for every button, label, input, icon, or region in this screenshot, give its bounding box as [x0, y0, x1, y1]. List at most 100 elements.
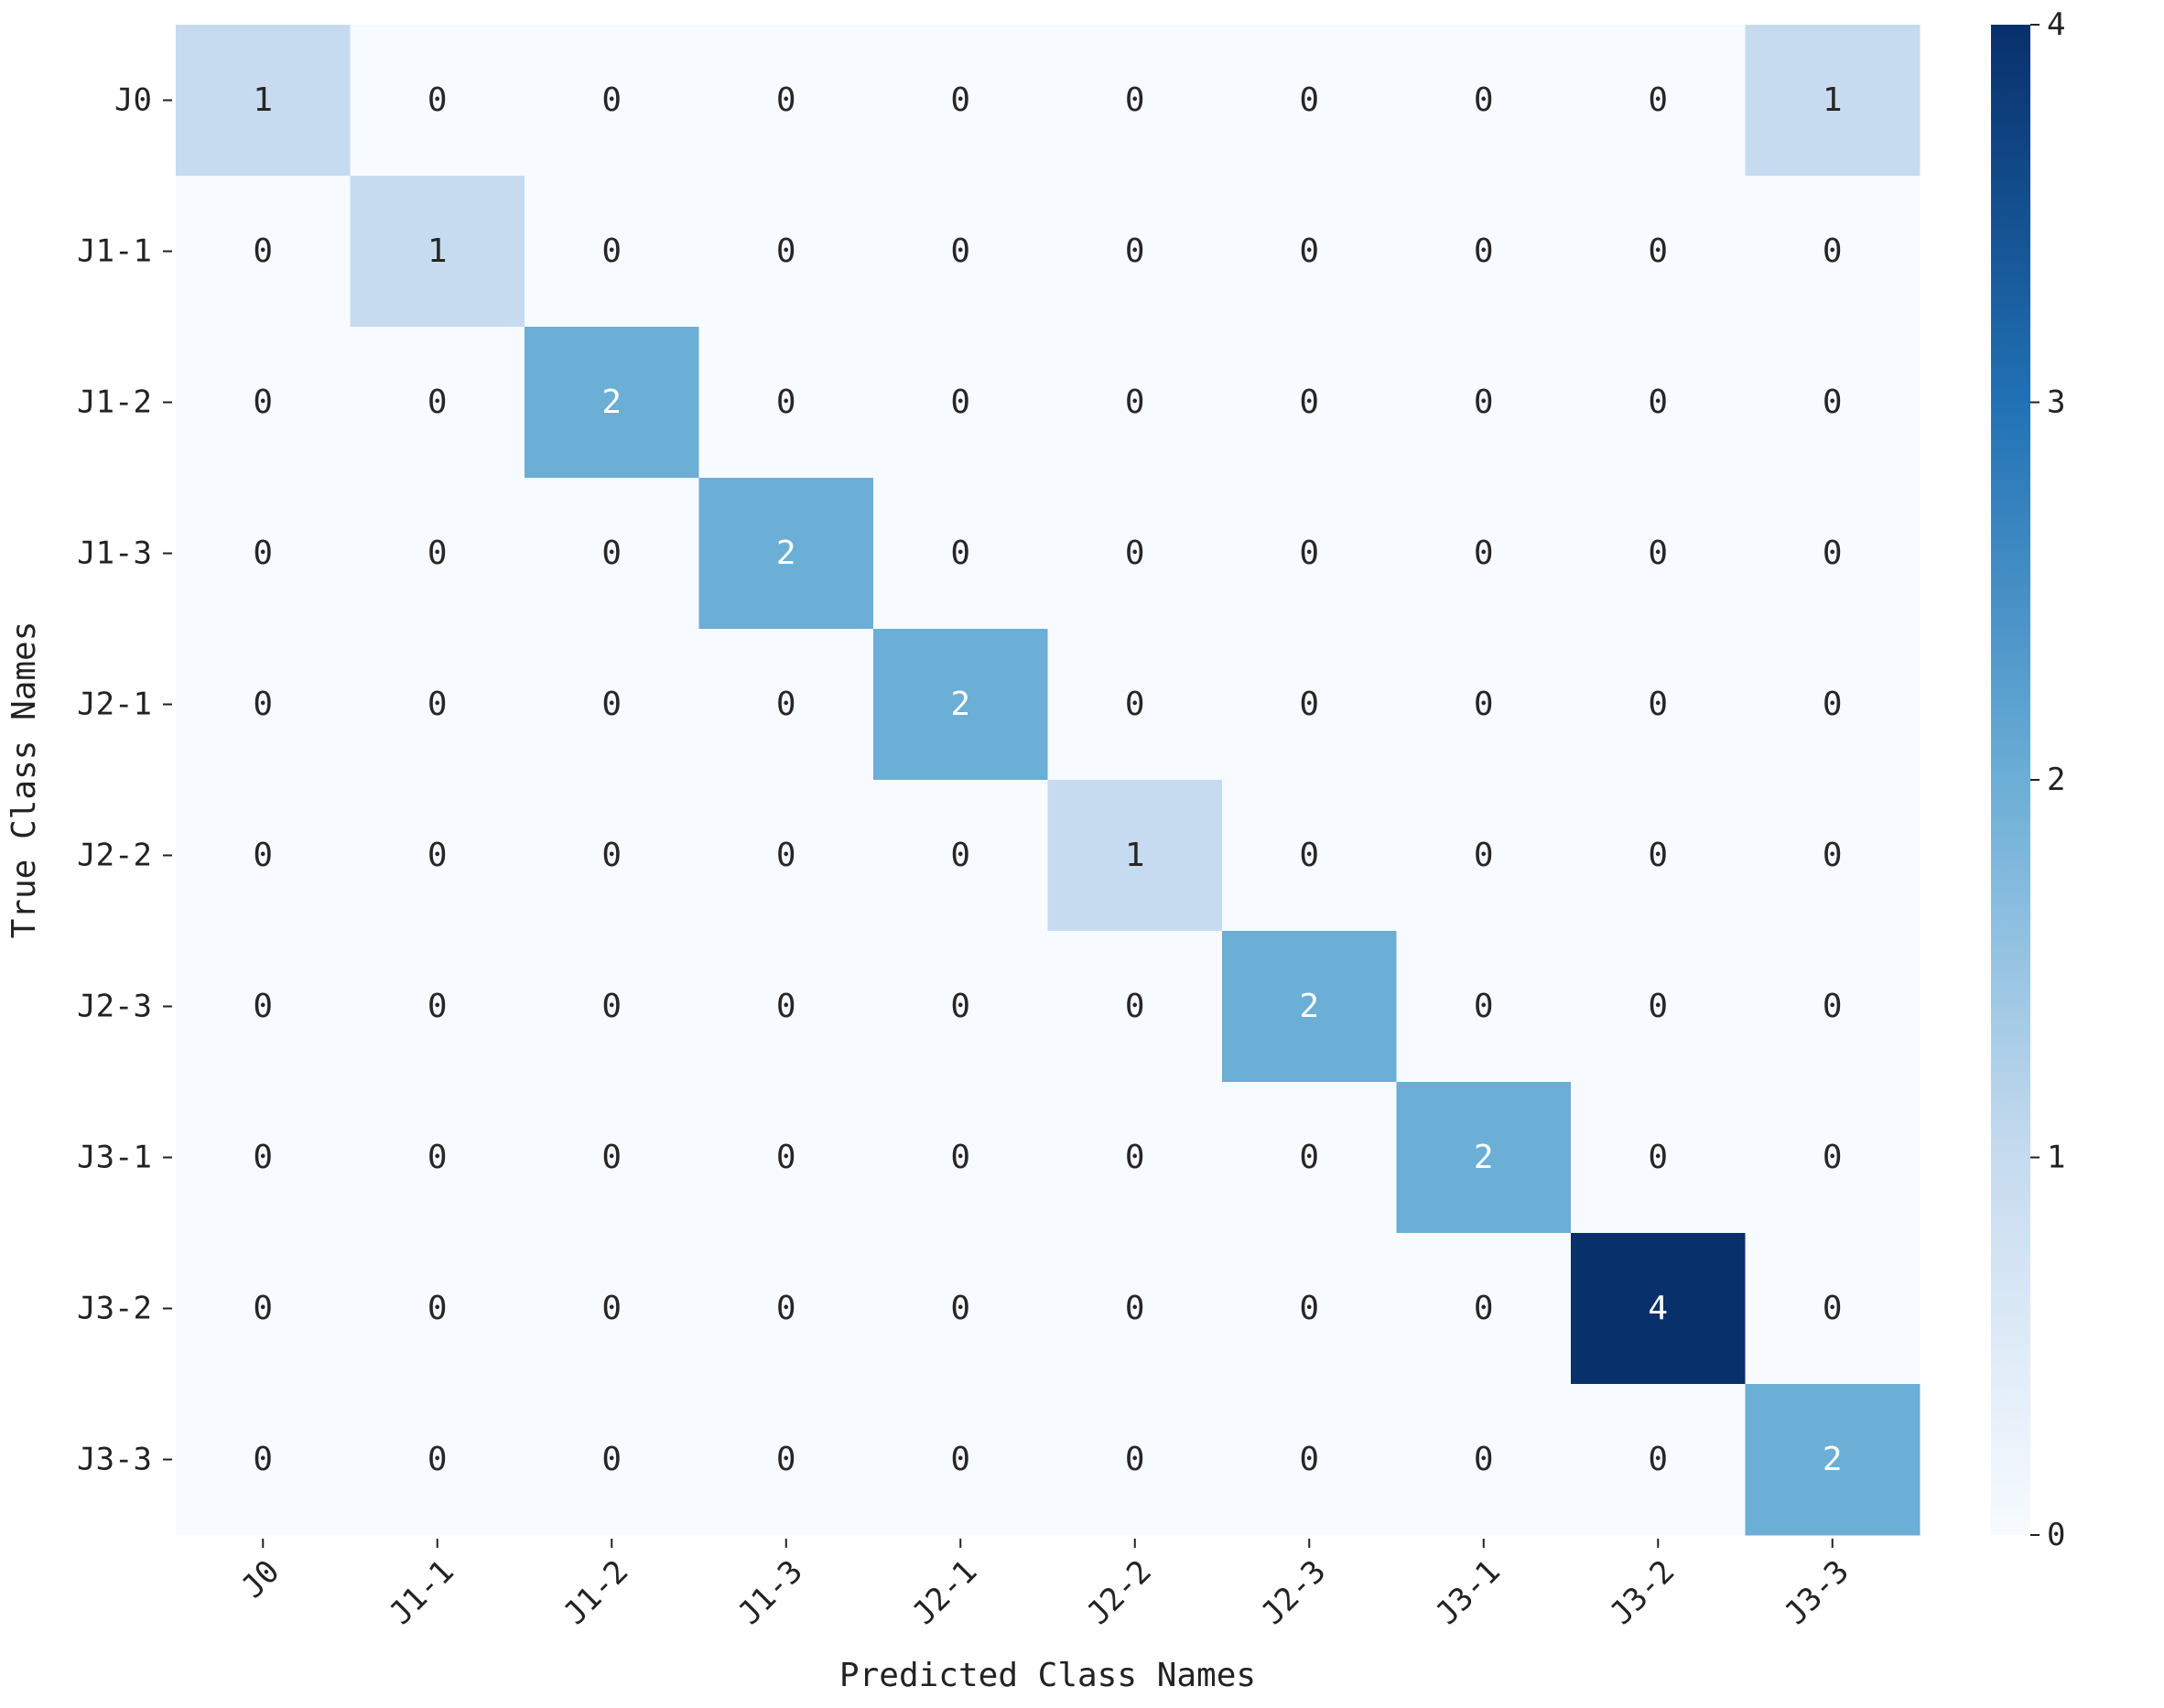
heatmap-cell	[1222, 780, 1397, 932]
heatmap-cell-value: 0	[601, 1441, 622, 1478]
heatmap-cell-value: 0	[1648, 1441, 1668, 1478]
y-tick-label: J1-2	[77, 384, 152, 421]
heatmap-cell	[350, 1384, 525, 1536]
heatmap-cell	[698, 931, 874, 1083]
heatmap-cell-value: 0	[1474, 1290, 1494, 1327]
heatmap-cell-value: 0	[427, 81, 448, 119]
heatmap-cell	[698, 1384, 874, 1536]
heatmap-cell	[1047, 327, 1223, 479]
heatmap-cell	[1396, 25, 1572, 177]
heatmap-cell	[873, 25, 1048, 177]
heatmap-cell-value: 1	[253, 81, 273, 119]
heatmap-cell	[176, 780, 351, 932]
heatmap-cell-value: 0	[1474, 837, 1494, 874]
heatmap-cell	[698, 780, 874, 932]
heatmap-cell-value: 0	[1648, 988, 1668, 1025]
heatmap-cell-value: 0	[253, 686, 273, 723]
x-tick-label: J3-3	[1778, 1553, 1856, 1632]
heatmap-cell-value: 1	[1125, 837, 1145, 874]
x-tick-label: J1-1	[383, 1553, 461, 1632]
heatmap-cell	[1396, 780, 1572, 932]
heatmap-cell	[1571, 478, 1746, 630]
heatmap-cell-value: 2	[950, 686, 970, 723]
heatmap-cell-value: 2	[601, 384, 622, 421]
heatmap-cell	[1047, 176, 1223, 328]
heatmap-cell-value: 0	[1823, 686, 1843, 723]
heatmap-cell	[1745, 1082, 1921, 1234]
heatmap-cell-value: 2	[1474, 1139, 1494, 1176]
heatmap-cell-value: 0	[1823, 535, 1843, 572]
heatmap-cell	[1222, 1233, 1397, 1385]
heatmap-cell	[350, 1082, 525, 1234]
heatmap-cell	[176, 176, 351, 328]
heatmap-cell	[1571, 1233, 1746, 1385]
heatmap-cell-value: 0	[1648, 1139, 1668, 1176]
heatmap-cell-value: 0	[1474, 988, 1494, 1025]
heatmap-cell	[873, 780, 1048, 932]
x-tick-label: J1-2	[557, 1553, 635, 1632]
heatmap-cell-value: 0	[776, 686, 796, 723]
heatmap-cell	[1222, 1082, 1397, 1234]
heatmap-cell-value: 0	[1299, 1290, 1319, 1327]
heatmap-cell	[525, 478, 699, 630]
heatmap-cell	[176, 478, 351, 630]
heatmap-cell	[1571, 25, 1746, 177]
heatmap-cell	[698, 176, 874, 328]
heatmap-cell	[350, 327, 525, 479]
heatmap-cell	[176, 1233, 351, 1385]
heatmap-cell	[525, 176, 699, 328]
heatmap-cell	[1745, 25, 1921, 177]
heatmap-cell-value: 2	[1299, 988, 1319, 1025]
y-tick-label: J3-1	[77, 1140, 152, 1176]
y-tick-label: J2-2	[77, 838, 152, 874]
heatmap-cell	[698, 478, 874, 630]
x-tick-label: J3-1	[1429, 1553, 1508, 1632]
x-tick-label: J2-2	[1080, 1553, 1159, 1632]
heatmap-cell-value: 0	[253, 837, 273, 874]
heatmap-cell	[873, 931, 1048, 1083]
heatmap-cell-value: 0	[1823, 837, 1843, 874]
heatmap-cell	[176, 931, 351, 1083]
heatmap-cell	[1047, 1233, 1223, 1385]
heatmap-cell	[1396, 176, 1572, 328]
heatmap-cell-value: 0	[950, 81, 970, 119]
heatmap-cell	[1745, 1233, 1921, 1385]
heatmap-cell-value: 0	[776, 384, 796, 421]
heatmap-cell	[350, 1233, 525, 1385]
heatmap-cell	[350, 629, 525, 781]
colorbar: 0 1 2 3 4	[1991, 6, 2065, 1553]
heatmap-cell	[1047, 25, 1223, 177]
x-axis-label: Predicted Class Names	[839, 1657, 1256, 1694]
heatmap-cell	[176, 629, 351, 781]
heatmap-cell-value: 0	[1125, 535, 1145, 572]
heatmap-cell-value: 0	[950, 1290, 970, 1327]
heatmap-cell	[873, 176, 1048, 328]
heatmap-cell-value: 0	[1474, 384, 1494, 421]
heatmap-cell	[1396, 327, 1572, 479]
heatmap-cell	[698, 25, 874, 177]
heatmap-cell	[350, 931, 525, 1083]
heatmap-cell-value: 0	[1125, 1441, 1145, 1478]
heatmap-cell-value: 0	[1299, 837, 1319, 874]
heatmap-cell	[698, 1233, 874, 1385]
heatmap-cell	[1222, 1384, 1397, 1536]
y-tick-label: J3-2	[77, 1291, 152, 1327]
heatmap-cell-value: 0	[1474, 686, 1494, 723]
heatmap-cell	[525, 1384, 699, 1536]
heatmap-cell	[1396, 931, 1572, 1083]
heatmap-cell	[176, 1384, 351, 1536]
y-axis-ticks: J0 J1-1 J1-2 J1-3 J2-1 J2-2 J2-3 J3-1 J3-2 J3-3	[77, 82, 172, 1478]
heatmap-cell-value: 0	[950, 384, 970, 421]
heatmap-cell-value: 0	[950, 535, 970, 572]
heatmap-cell	[1745, 629, 1921, 781]
heatmap-cell	[1222, 25, 1397, 177]
heatmap-cell-value: 0	[1125, 1290, 1145, 1327]
heatmap-cell-value: 0	[427, 988, 448, 1025]
y-tick-label: J2-3	[77, 989, 152, 1025]
heatmap-cell	[525, 25, 699, 177]
heatmap-cell-value: 0	[1474, 232, 1494, 270]
heatmap-cell	[1571, 176, 1746, 328]
heatmap-cell-value: 0	[427, 1139, 448, 1176]
x-tick-label: J3-2	[1603, 1553, 1682, 1632]
heatmap-cell	[1396, 1233, 1572, 1385]
